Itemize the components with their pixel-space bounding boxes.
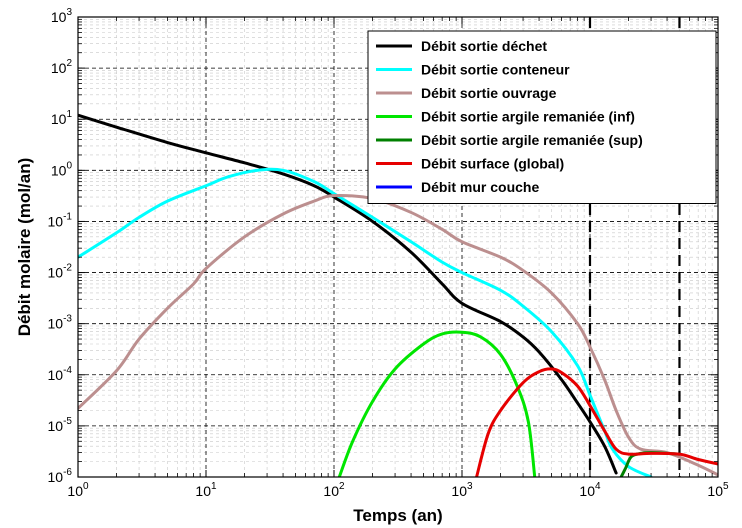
y-tick-labels: 10-6 10-5 10-4 10-3 10-2 10-1 100 101 102 103 [48, 7, 73, 485]
legend-label: Débit sortie déchet [421, 38, 547, 54]
legend-label: Débit sortie ouvrage [421, 85, 557, 101]
legend-label: Débit mur couche [421, 179, 539, 195]
series-line [78, 167, 653, 477]
x-tick-label: 102 [323, 481, 345, 499]
x-tick-label: 103 [451, 481, 473, 499]
plot-frame [77, 16, 719, 478]
y-tick-label: 103 [51, 7, 73, 25]
legend-label: Débit sortie conteneur [421, 62, 570, 78]
legend: Débit sortie déchet Débit sortie conteneu… [367, 30, 717, 204]
series-layer [78, 113, 718, 477]
series-line [78, 194, 718, 477]
y-tick-label: 102 [51, 58, 73, 76]
axis-ticks [77, 16, 719, 478]
y-axis-title: Débit molaire (mol/an) [15, 158, 34, 337]
x-axis-title: Temps (an) [353, 506, 442, 525]
legend-label: Débit sortie argile remaniée (inf) [421, 109, 635, 125]
y-tick-label: 10-1 [48, 211, 73, 229]
series-line [475, 367, 718, 477]
x-tick-label: 105 [707, 481, 729, 499]
y-tick-label: 10-4 [48, 365, 73, 383]
x-tick-label: 104 [579, 481, 601, 499]
legend-label: Débit surface (global) [421, 156, 564, 172]
legend-label: Débit sortie argile remaniée (sup) [421, 132, 643, 148]
y-tick-label: 100 [51, 160, 73, 178]
x-tick-label: 100 [67, 481, 89, 499]
y-tick-label: 10-6 [48, 467, 73, 485]
x-tick-label: 101 [195, 481, 217, 499]
y-tick-label: 10-5 [48, 416, 73, 434]
y-tick-label: 101 [51, 109, 73, 127]
legend-box [367, 30, 717, 204]
y-tick-label: 10-2 [48, 263, 73, 281]
y-tick-label: 10-3 [48, 314, 73, 332]
series-line [78, 113, 618, 475]
x-tick-labels: 100 101 102 103 104 105 [67, 481, 729, 499]
